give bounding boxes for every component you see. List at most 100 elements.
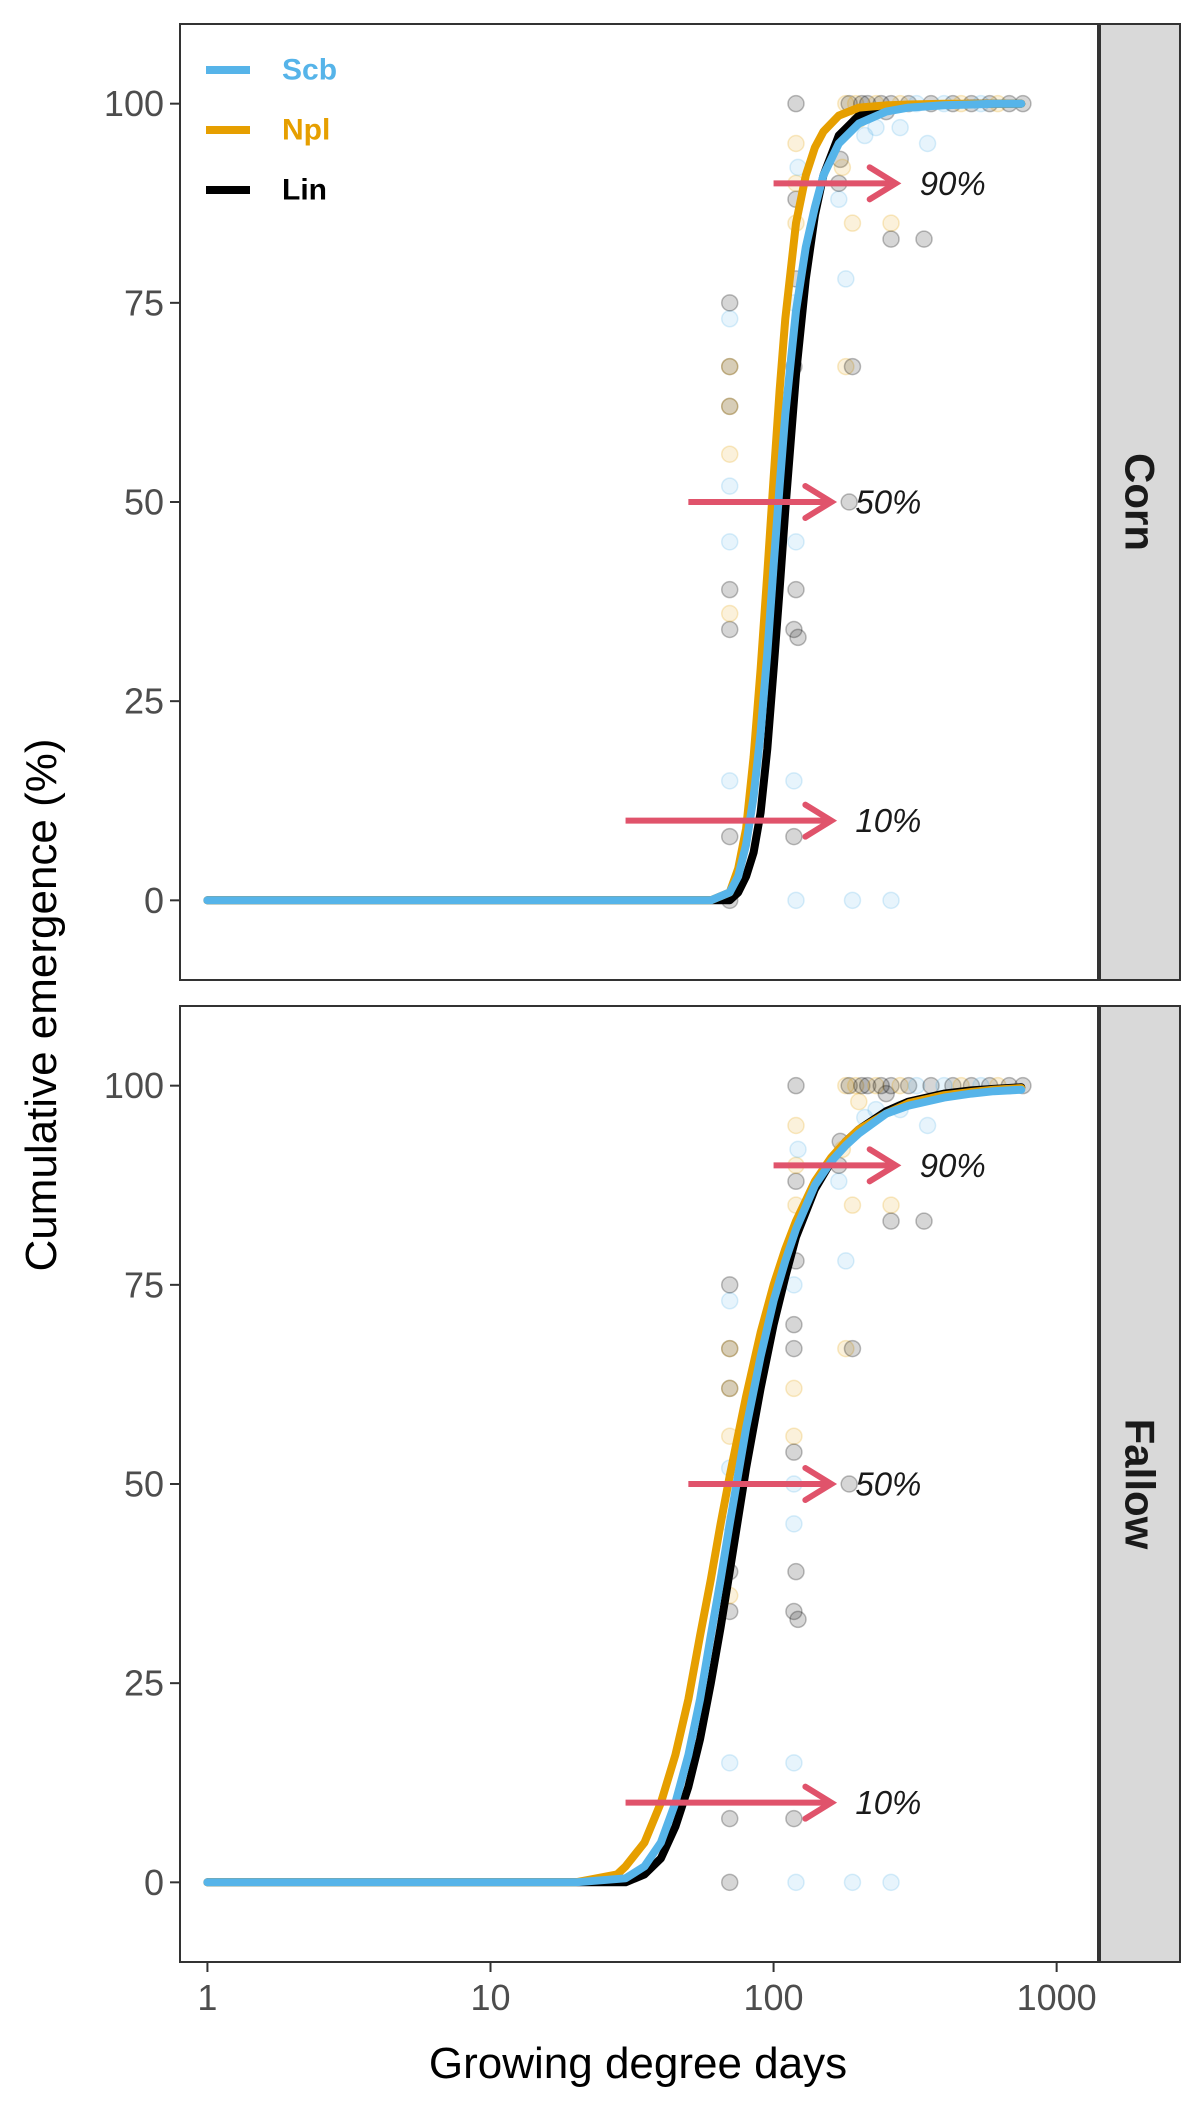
data-point — [785, 1809, 803, 1828]
data-point — [840, 493, 858, 511]
data-point — [787, 1076, 805, 1095]
data-point — [856, 126, 874, 145]
legend-entry: Lin — [282, 174, 327, 207]
facet-strip-label: Fallow — [1117, 1419, 1164, 1550]
data-point — [720, 1379, 739, 1398]
data-point — [720, 1873, 739, 1892]
data-point — [787, 533, 805, 551]
data-point — [720, 1809, 739, 1828]
data-point — [720, 445, 739, 463]
data-point — [720, 397, 739, 416]
data-point — [720, 294, 739, 312]
data-point — [850, 1092, 868, 1111]
data-point — [785, 1443, 803, 1461]
data-point — [785, 772, 803, 790]
data-point — [720, 1292, 739, 1310]
data-point — [787, 134, 805, 153]
data-point — [785, 1427, 803, 1445]
legend-entry: Npl — [282, 114, 330, 147]
threshold-arrow-head — [866, 164, 902, 203]
data-point — [785, 827, 803, 846]
data-point — [785, 1315, 803, 1334]
data-point — [789, 628, 807, 647]
data-point — [785, 1515, 803, 1533]
data-point — [785, 1339, 803, 1358]
threshold-arrow-head — [866, 1146, 902, 1185]
y-tick-label: 50 — [124, 1464, 164, 1505]
data-point — [853, 1076, 871, 1095]
data-point — [915, 230, 933, 248]
data-point — [720, 827, 739, 846]
data-point — [720, 477, 739, 495]
data-point — [720, 397, 739, 416]
data-point — [843, 891, 862, 910]
threshold-arrow-label: 90% — [920, 165, 986, 202]
facet-strip-label: Corn — [1117, 453, 1164, 551]
threshold-arrow-label: 10% — [855, 802, 921, 839]
data-point — [918, 134, 937, 153]
data-point — [843, 1339, 862, 1358]
legend-entry: Scb — [282, 54, 337, 87]
data-point — [907, 1076, 926, 1095]
data-point — [785, 1754, 803, 1772]
threshold-arrow-label: 50% — [855, 484, 921, 521]
threshold-arrow-label: 10% — [855, 1784, 921, 1821]
y-tick-label: 25 — [124, 681, 164, 722]
data-point — [830, 1172, 848, 1191]
data-point — [837, 357, 855, 376]
data-point — [720, 1754, 739, 1772]
data-point — [720, 1379, 739, 1398]
series-line-scb — [203, 1085, 1026, 1887]
data-point — [787, 1562, 805, 1581]
data-point — [858, 1076, 877, 1095]
x-tick-label: 1 — [197, 1977, 217, 2018]
data-point — [789, 1140, 807, 1159]
data-point — [720, 1276, 739, 1294]
data-point — [882, 230, 900, 248]
data-point — [843, 357, 862, 376]
data-point — [787, 891, 805, 910]
y-tick-label: 50 — [124, 482, 164, 523]
x-tick-label: 1000 — [1017, 1977, 1097, 2018]
data-point — [837, 270, 855, 288]
y-tick-label: 100 — [104, 83, 164, 124]
data-point — [720, 533, 739, 551]
data-point — [830, 190, 848, 209]
data-point — [882, 1076, 900, 1095]
data-point — [720, 580, 739, 599]
threshold-arrow-head — [802, 1465, 838, 1503]
data-point — [787, 94, 805, 113]
data-point — [891, 1076, 909, 1095]
data-point — [720, 357, 739, 376]
data-point — [785, 620, 803, 639]
data-point — [787, 1873, 805, 1892]
data-point — [837, 1076, 855, 1095]
data-point — [720, 1339, 739, 1358]
data-point — [899, 1076, 918, 1095]
data-point — [882, 214, 900, 232]
data-point — [915, 1212, 933, 1230]
data-point — [918, 1116, 937, 1135]
threshold-arrow-label: 50% — [855, 1466, 921, 1503]
data-point — [840, 1475, 858, 1493]
data-point — [833, 158, 852, 177]
x-tick-label: 10 — [470, 1977, 510, 2018]
data-point — [846, 1076, 865, 1095]
data-point — [882, 1873, 900, 1892]
data-point — [720, 310, 739, 328]
data-point — [720, 1339, 739, 1358]
threshold-arrow-head — [802, 1783, 838, 1822]
data-point — [872, 1076, 890, 1095]
data-point — [787, 1172, 805, 1191]
facet-strip — [1099, 23, 1181, 981]
x-axis-label: Growing degree days — [429, 2039, 847, 2088]
y-tick-label: 0 — [144, 880, 164, 921]
x-tick-label: 100 — [744, 1977, 804, 2018]
y-tick-label: 25 — [124, 1663, 164, 1704]
data-point — [789, 1610, 807, 1629]
y-tick-label: 0 — [144, 1862, 164, 1903]
data-point — [877, 1084, 895, 1103]
threshold-arrow-head — [802, 483, 838, 521]
